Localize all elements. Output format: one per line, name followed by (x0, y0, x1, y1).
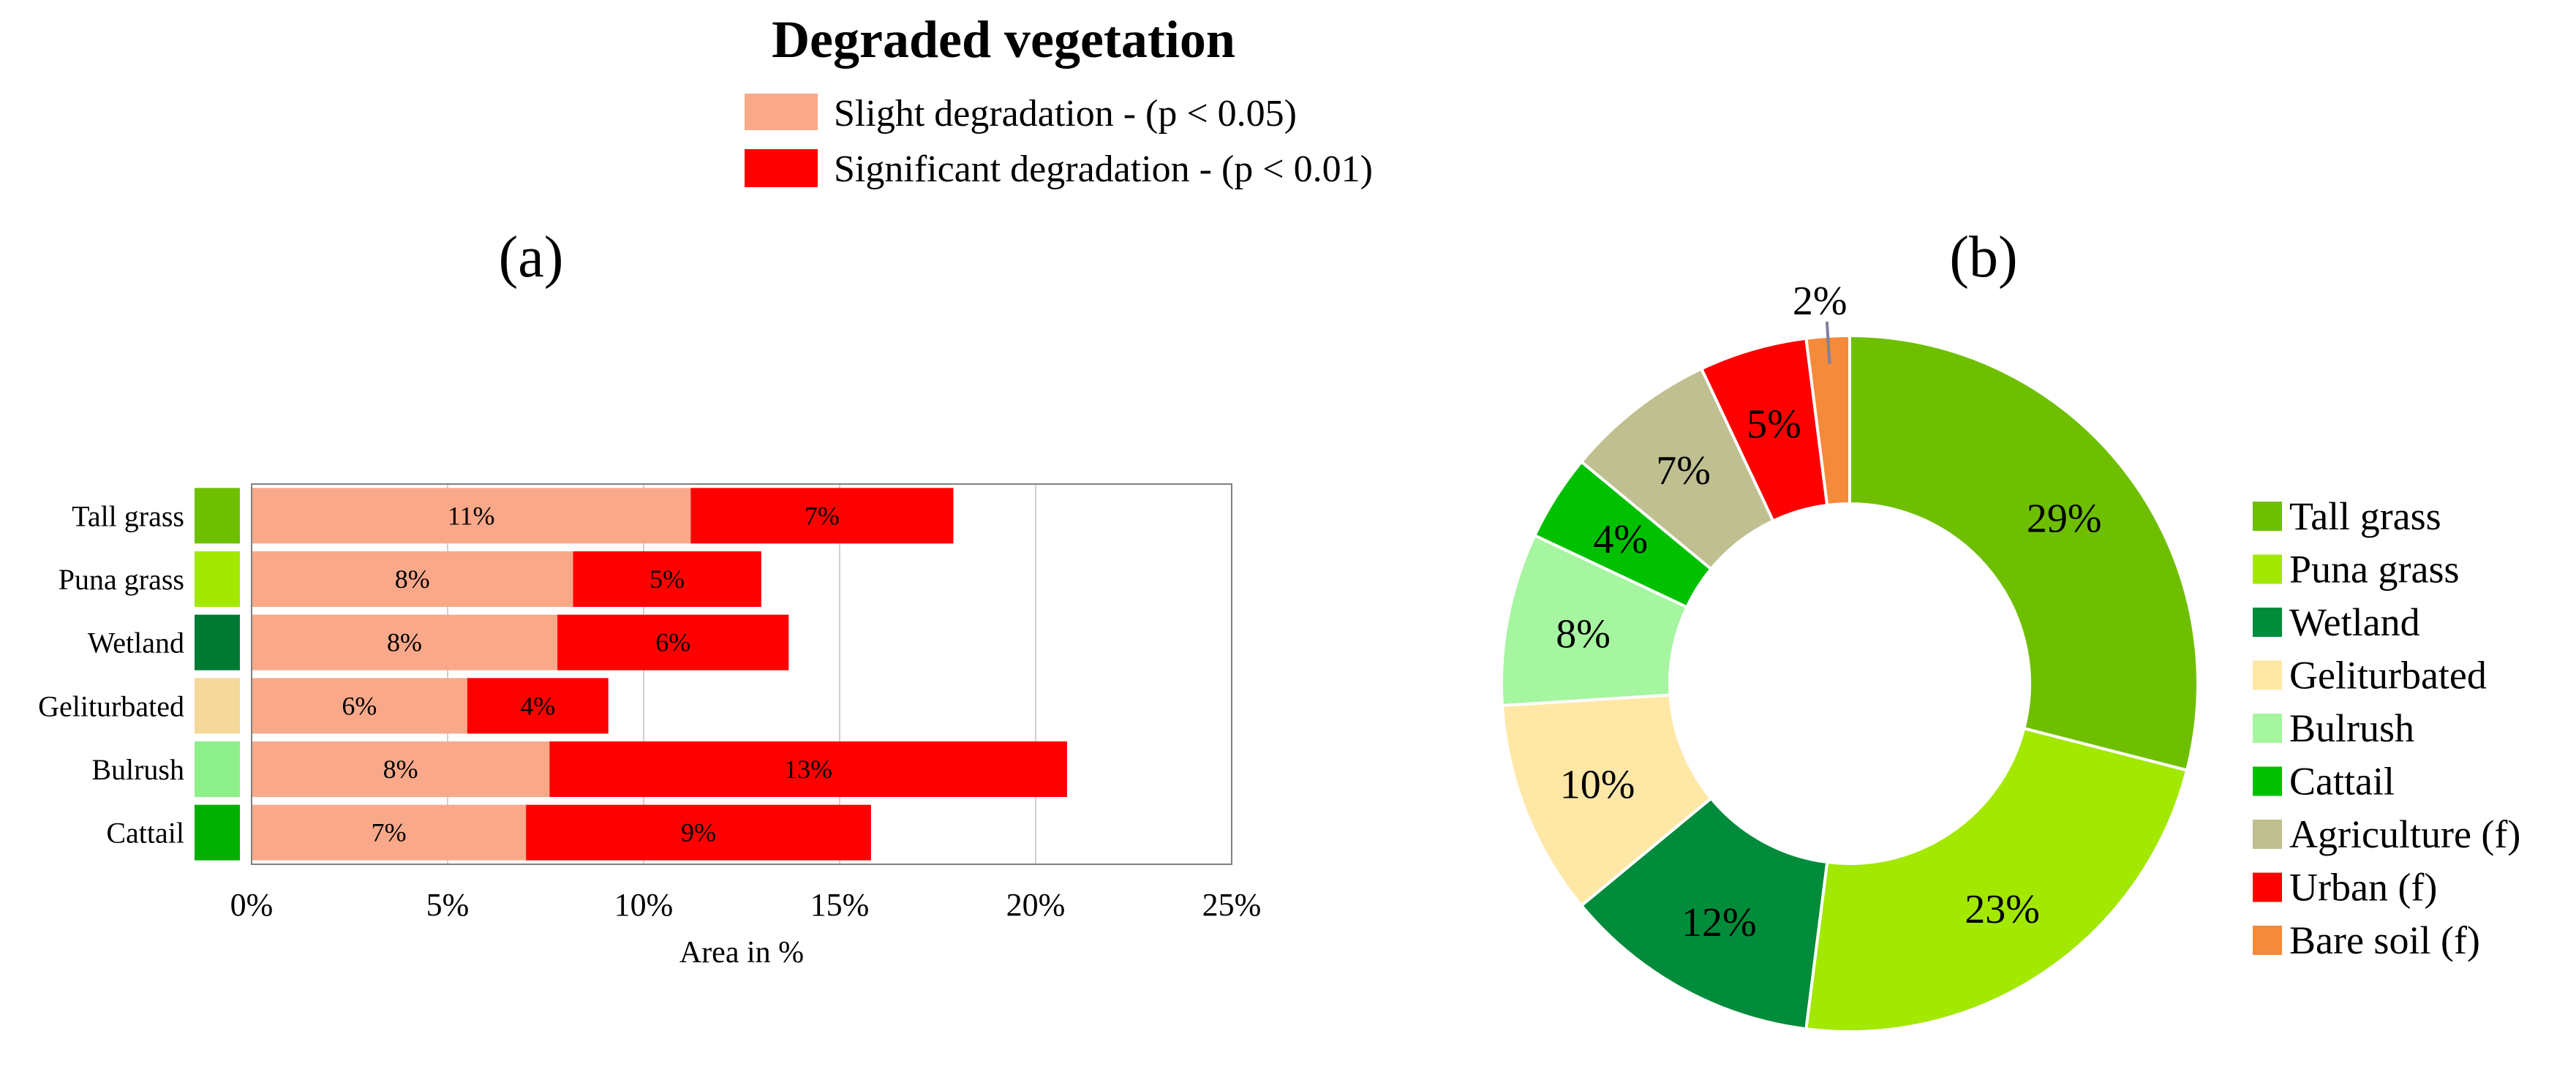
legend-label-wetland: Wetland (2289, 600, 2420, 644)
legend-swatch-urban-f (2253, 872, 2282, 902)
legend-swatch-tall-grass (2253, 502, 2282, 531)
bar-label-significant-geliturbated: 4% (520, 691, 555, 720)
legend-swatch-wetland (2253, 608, 2282, 637)
donut-slice-bare-soil-f (1804, 333, 1851, 507)
category-label-wetland: Wetland (88, 627, 184, 660)
bar-label-slight-tall-grass: 11% (448, 501, 495, 530)
figure-title: Degraded vegetation (772, 10, 1235, 69)
bar-slight-bulrush (252, 741, 550, 797)
plot-frame (251, 483, 1232, 865)
bar-label-slight-geliturbated: 6% (342, 691, 377, 720)
leader-line-bare-soil-f (1825, 321, 1831, 365)
category-label-cattail: Cattail (106, 817, 184, 850)
bar-significant-wetland (557, 614, 789, 670)
bar-label-significant-tall-grass: 7% (805, 501, 840, 530)
legend-label-bulrush: Bulrush (2289, 706, 2414, 750)
bar-label-slight-wetland: 8% (387, 628, 422, 657)
slice-label-puna-grass: 23% (1965, 887, 2040, 932)
panel-b-label: (b) (1949, 225, 2017, 290)
category-label-puna-grass: Puna grass (59, 563, 184, 596)
category-swatch-wetland (195, 614, 240, 670)
bar-significant-bulrush (549, 741, 1067, 797)
category-swatch-cattail (195, 804, 240, 861)
slice-label-geliturbated: 10% (1560, 763, 1635, 808)
legend-swatch-geliturbated (2253, 660, 2282, 690)
category-label-geliturbated: Geliturbated (38, 690, 184, 722)
bar-significant-puna-grass (573, 551, 761, 607)
donut-chart: 29% 23% 12% 10% 8% 4%7% 5% 2% (1500, 279, 2199, 1033)
legend-swatch-bare-soil-f (2253, 926, 2282, 955)
legend-swatch-significant (745, 149, 818, 187)
x-tick-label: 5% (426, 887, 470, 923)
bar-label-significant-cattail: 9% (681, 818, 716, 847)
pie-legend: Tall grass Puna grass Wetland Geliturbated B… (2253, 494, 2520, 962)
category-swatch-geliturbated (195, 678, 240, 734)
legend-swatch-slight (745, 94, 818, 130)
bar-significant-cattail (526, 804, 871, 861)
bar-label-significant-puna-grass: 5% (649, 564, 685, 594)
x-tick-label: 25% (1202, 887, 1262, 923)
slice-label-agriculture-f: 7% (1656, 448, 1711, 494)
donut-slice-geliturbated (1500, 693, 1714, 908)
stacked-bar-chart: Tall grass 11% 7% Puna grass 8% 5% Wetland 8% 6%… (38, 483, 1262, 970)
slice-label-bulrush: 8% (1556, 611, 1611, 657)
category-swatch-puna-grass (195, 551, 240, 607)
slice-label-urban-f: 5% (1747, 402, 1801, 447)
legend-label-cattail: Cattail (2289, 760, 2395, 804)
x-tick-label: 10% (614, 887, 674, 923)
bar-label-slight-puna-grass: 8% (395, 564, 430, 594)
slice-label-tall-grass: 29% (2027, 496, 2102, 542)
legend-swatch-agriculture-f (2253, 820, 2282, 849)
legend-label-puna-grass: Puna grass (2289, 548, 2459, 592)
x-tick-label: 20% (1006, 887, 1066, 923)
bar-slight-cattail (252, 804, 527, 861)
legend-label-bare-soil-f: Bare soil (f) (2289, 918, 2480, 962)
legend-label-geliturbated: Geliturbated (2289, 654, 2487, 698)
top-legend: Slight degradation - (p < 0.05) Signific… (745, 93, 1373, 190)
bar-slight-wetland (252, 614, 558, 670)
category-label-tall-grass: Tall grass (72, 499, 184, 532)
legend-label-significant: Significant degradation - (p < 0.01) (834, 148, 1373, 190)
x-axis-title: Area in % (679, 936, 804, 970)
legend-label-slight: Slight degradation - (p < 0.05) (834, 93, 1297, 135)
x-tick-label: 15% (810, 887, 870, 923)
category-label-bulrush: Bulrush (91, 753, 184, 786)
bar-slight-geliturbated (252, 678, 467, 734)
bar-slight-tall-grass (252, 488, 691, 544)
legend-label-urban-f: Urban (f) (2289, 866, 2437, 910)
bar-significant-tall-grass (690, 488, 954, 544)
bar-slight-puna-grass (252, 551, 573, 607)
donut-slice-tall-grass (1848, 333, 2199, 772)
slice-label-bare-soil-f: 2% (1793, 279, 1848, 324)
legend-swatch-puna-grass (2253, 554, 2282, 584)
legend-label-agriculture-f: Agriculture (f) (2289, 812, 2520, 856)
bar-label-significant-bulrush: 13% (784, 755, 832, 784)
category-swatch-tall-grass (195, 488, 240, 544)
x-tick-label: 0% (230, 887, 274, 923)
slice-label-cattail: 4% (1593, 517, 1648, 562)
bar-label-slight-bulrush: 8% (383, 755, 418, 784)
slice-label-wetland: 12% (1681, 900, 1757, 945)
legend-label-tall-grass: Tall grass (2289, 494, 2441, 538)
panel-a-label: (a) (499, 225, 564, 290)
bar-label-significant-wetland: 6% (655, 628, 690, 657)
bar-label-slight-cattail: 7% (372, 818, 407, 847)
legend-swatch-cattail (2253, 766, 2282, 796)
legend-swatch-bulrush (2253, 714, 2282, 743)
category-swatch-bulrush (195, 741, 240, 797)
bar-significant-geliturbated (467, 678, 609, 734)
donut-slice-puna-grass (1804, 726, 2189, 1033)
